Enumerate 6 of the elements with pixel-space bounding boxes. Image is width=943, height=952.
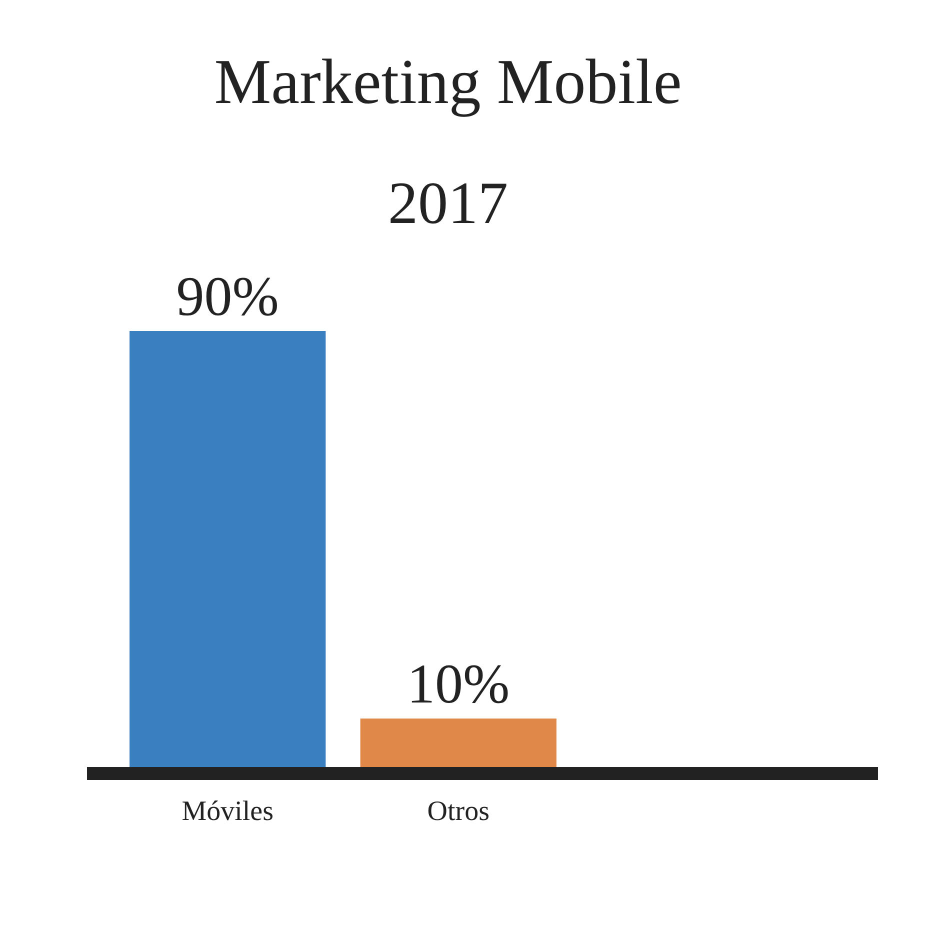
x-tick-label: Otros — [427, 796, 490, 827]
chart-subtitle: 2017 — [388, 170, 508, 236]
x-tick-label: Móviles — [182, 796, 274, 827]
data-label: 10% — [407, 654, 510, 716]
chart-title: Marketing Mobile — [214, 46, 682, 117]
data-label: 90% — [176, 266, 279, 328]
